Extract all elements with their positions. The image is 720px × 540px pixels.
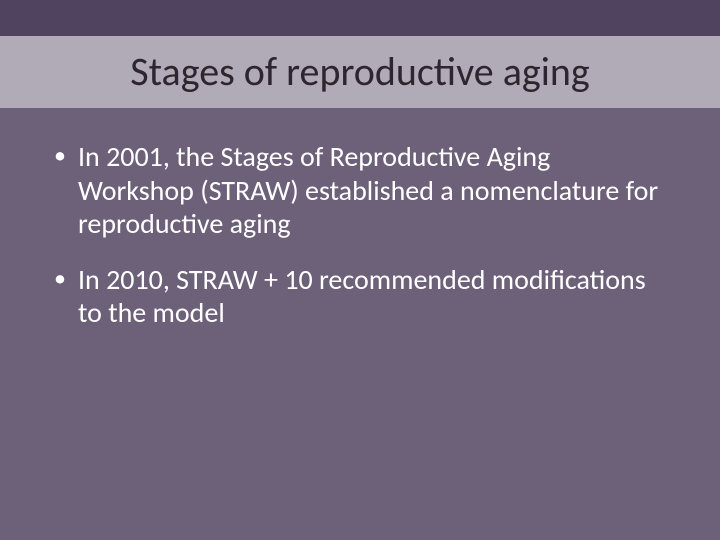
bullet-list: In 2001, the Stages of Reproductive Agin… xyxy=(48,140,664,330)
slide-title: Stages of reproductive aging xyxy=(130,52,589,92)
title-light-strip: Stages of reproductive aging xyxy=(0,36,720,108)
list-item: In 2001, the Stages of Reproductive Agin… xyxy=(48,140,664,241)
slide-body: In 2001, the Stages of Reproductive Agin… xyxy=(48,140,664,352)
title-dark-strip xyxy=(0,0,720,36)
title-band: Stages of reproductive aging xyxy=(0,0,720,108)
slide: Stages of reproductive aging In 2001, th… xyxy=(0,0,720,540)
list-item: In 2010, STRAW + 10 recommended modifica… xyxy=(48,263,664,330)
